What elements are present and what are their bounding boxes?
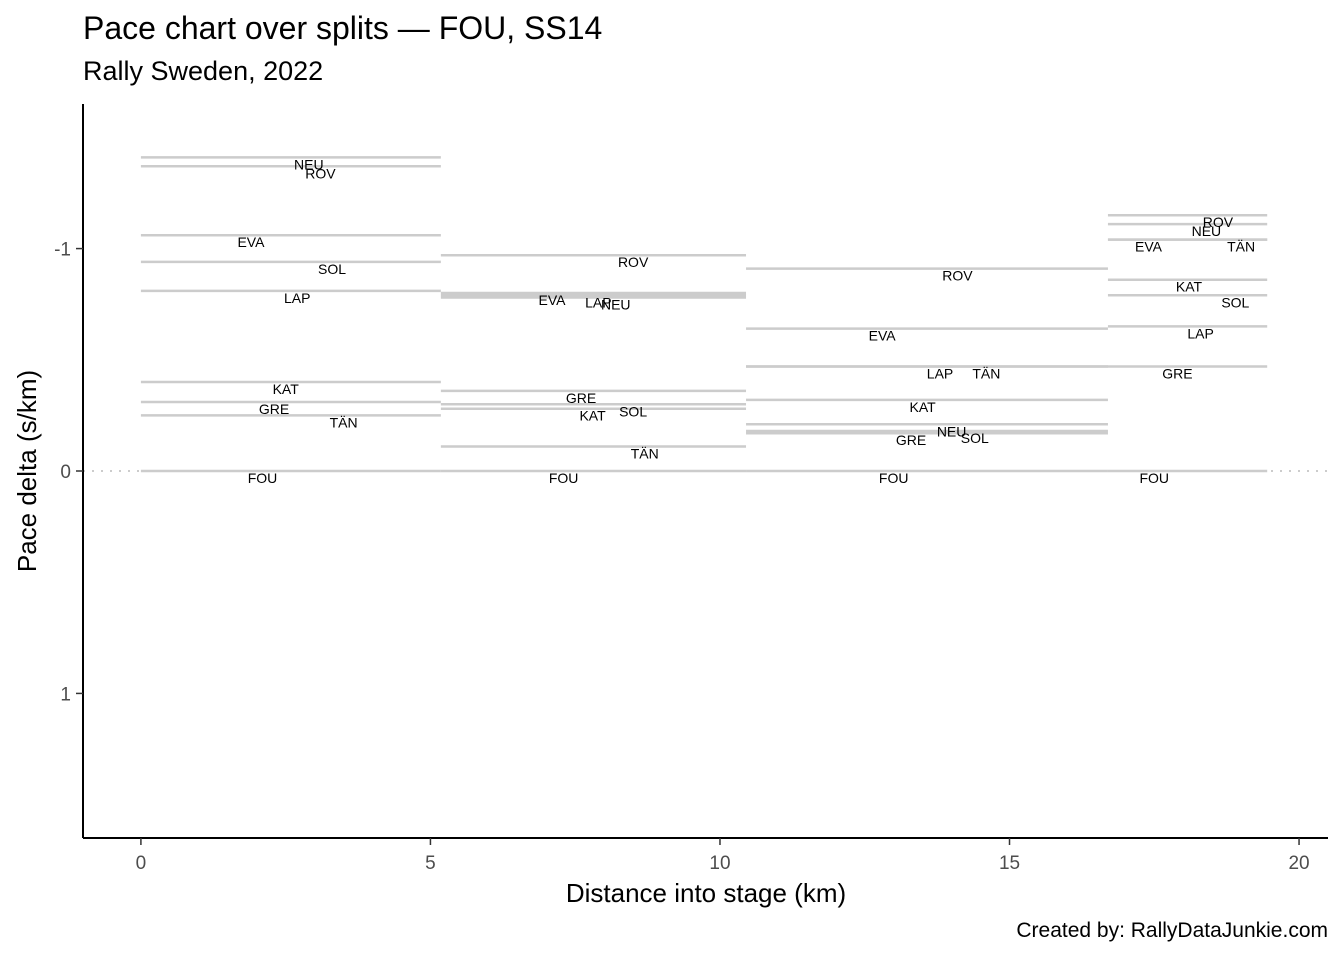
driver-label-rov-split-1: ROV	[305, 165, 336, 181]
driver-label-fou-split-3: FOU	[879, 470, 909, 486]
driver-label-sol-split-1: SOL	[318, 261, 346, 277]
y-tick-label-1: 1	[60, 684, 71, 705]
chart-caption: Created by: RallyDataJunkie.com	[1016, 919, 1328, 942]
x-tick-label-10: 10	[709, 853, 730, 874]
driver-label-kat-split-1: KAT	[273, 381, 300, 397]
driver-label-eva-split-2: EVA	[539, 292, 567, 308]
driver-label-fou-split-2: FOU	[549, 470, 579, 486]
driver-label-kat-split-4: KAT	[1176, 279, 1203, 295]
driver-label-neu-split-2: NEU	[601, 297, 631, 313]
chart-title: Pace chart over splits — FOU, SS14	[83, 10, 603, 46]
driver-label-tän-split-4: TÄN	[1227, 239, 1255, 255]
y-tick-label-0: 0	[60, 462, 71, 483]
x-tick-label-0: 0	[136, 853, 147, 874]
driver-label-gre-split-2: GRE	[566, 390, 596, 406]
driver-label-neu-split-4: NEU	[1192, 223, 1222, 239]
y-axis-title: Pace delta (s/km)	[12, 370, 42, 572]
driver-label-lap-split-4: LAP	[1187, 325, 1213, 341]
x-tick-label-5: 5	[425, 853, 436, 874]
driver-label-kat-split-2: KAT	[579, 408, 606, 424]
driver-label-sol-split-4: SOL	[1221, 294, 1249, 310]
chart-subtitle: Rally Sweden, 2022	[83, 56, 324, 86]
driver-label-gre-split-1: GRE	[259, 401, 289, 417]
driver-label-gre-split-3: GRE	[896, 432, 926, 448]
driver-label-rov-split-4: ROV	[1203, 214, 1234, 230]
driver-label-eva-split-4: EVA	[1135, 239, 1163, 255]
x-tick-label-15: 15	[999, 853, 1020, 874]
driver-label-neu-split-3: NEU	[937, 423, 967, 439]
x-axis-title: Distance into stage (km)	[566, 878, 846, 908]
driver-label-kat-split-3: KAT	[910, 399, 937, 415]
x-tick-label-20: 20	[1288, 853, 1309, 874]
driver-label-tän-split-2: TÄN	[631, 446, 659, 462]
driver-label-tän-split-3: TÄN	[972, 365, 1000, 381]
driver-label-lap-split-2: LAP	[585, 294, 611, 310]
driver-label-lap-split-3: LAP	[927, 365, 953, 381]
driver-label-sol-split-3: SOL	[961, 430, 989, 446]
driver-label-eva-split-1: EVA	[237, 234, 265, 250]
driver-label-tän-split-1: TÄN	[330, 414, 358, 430]
driver-label-gre-split-4: GRE	[1162, 365, 1192, 381]
driver-label-fou-split-1: FOU	[248, 470, 278, 486]
driver-label-rov-split-2: ROV	[618, 254, 649, 270]
y-tick-label--1: -1	[54, 240, 71, 261]
driver-label-neu-split-1: NEU	[294, 156, 324, 172]
driver-label-sol-split-2: SOL	[619, 403, 647, 419]
driver-label-eva-split-3: EVA	[869, 328, 897, 344]
driver-label-fou-split-4: FOU	[1139, 470, 1169, 486]
driver-label-rov-split-3: ROV	[942, 268, 973, 284]
driver-label-lap-split-1: LAP	[284, 290, 310, 306]
